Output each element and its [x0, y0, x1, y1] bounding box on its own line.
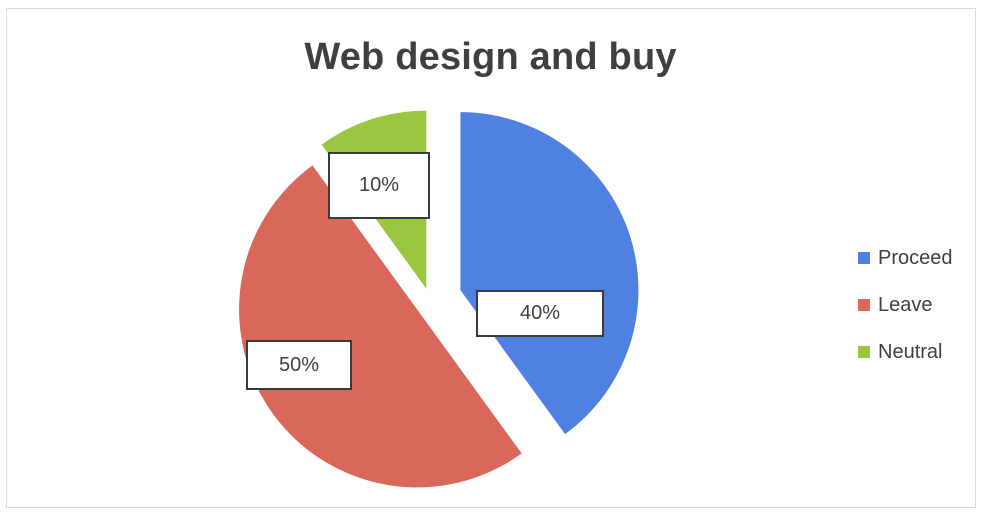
legend-label-proceed: Proceed [878, 246, 953, 269]
pie-slice-leave [239, 165, 522, 488]
legend-swatch-neutral [858, 346, 870, 358]
data-label-neutral: 10% [328, 152, 430, 219]
pie-slice-proceed [460, 112, 639, 435]
legend-label-neutral: Neutral [878, 340, 943, 363]
legend-swatch-leave [858, 299, 870, 311]
legend-item-neutral: Neutral [858, 338, 953, 366]
data-label-proceed: 40% [476, 290, 604, 337]
legend-item-proceed: Proceed [858, 244, 953, 272]
legend-item-leave: Leave [858, 291, 953, 319]
legend-label-leave: Leave [878, 293, 933, 316]
legend-swatch-proceed [858, 252, 870, 264]
legend: Proceed Leave Neutral [858, 244, 953, 385]
chart-title: Web design and buy [304, 36, 677, 78]
data-label-leave: 50% [246, 340, 352, 390]
